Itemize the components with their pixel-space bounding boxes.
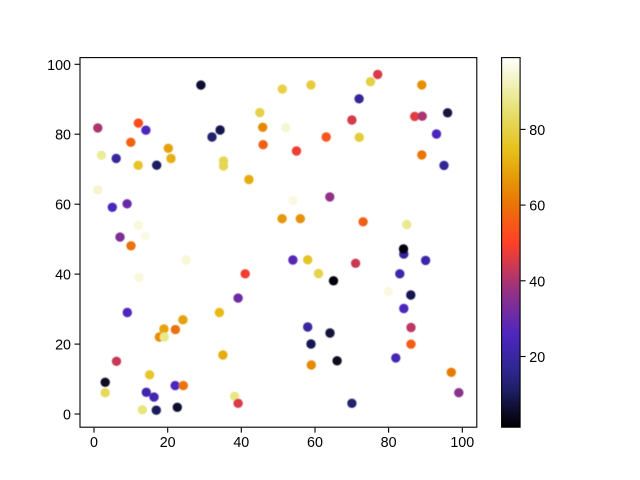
svg-text:0: 0 [63,408,71,424]
svg-text:80: 80 [55,128,71,144]
svg-text:60: 60 [307,435,323,451]
svg-text:40: 40 [55,268,71,284]
svg-text:100: 100 [450,435,474,451]
svg-text:60: 60 [55,198,71,214]
svg-text:0: 0 [90,435,98,451]
svg-text:20: 20 [529,350,545,366]
svg-text:40: 40 [529,274,545,290]
svg-text:100: 100 [47,58,71,74]
svg-text:60: 60 [529,199,545,215]
svg-text:80: 80 [529,123,545,139]
svg-text:80: 80 [381,435,397,451]
svg-text:40: 40 [233,435,249,451]
svg-text:20: 20 [55,338,71,354]
svg-text:20: 20 [160,435,176,451]
